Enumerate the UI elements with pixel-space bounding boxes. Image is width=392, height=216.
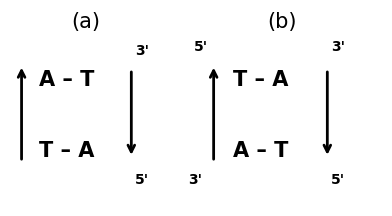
- Text: T – A: T – A: [233, 70, 289, 90]
- Text: 5': 5': [331, 173, 345, 187]
- Text: 3': 3': [188, 173, 202, 187]
- Text: 5': 5': [135, 173, 149, 187]
- Text: T – A: T – A: [39, 141, 94, 161]
- Text: (a): (a): [72, 12, 101, 32]
- Text: 3': 3': [331, 40, 345, 54]
- Text: A – T: A – T: [233, 141, 289, 161]
- Text: A – T: A – T: [39, 70, 94, 90]
- Text: 5': 5': [194, 40, 208, 54]
- Text: 3': 3': [135, 44, 149, 58]
- Text: (b): (b): [267, 12, 297, 32]
